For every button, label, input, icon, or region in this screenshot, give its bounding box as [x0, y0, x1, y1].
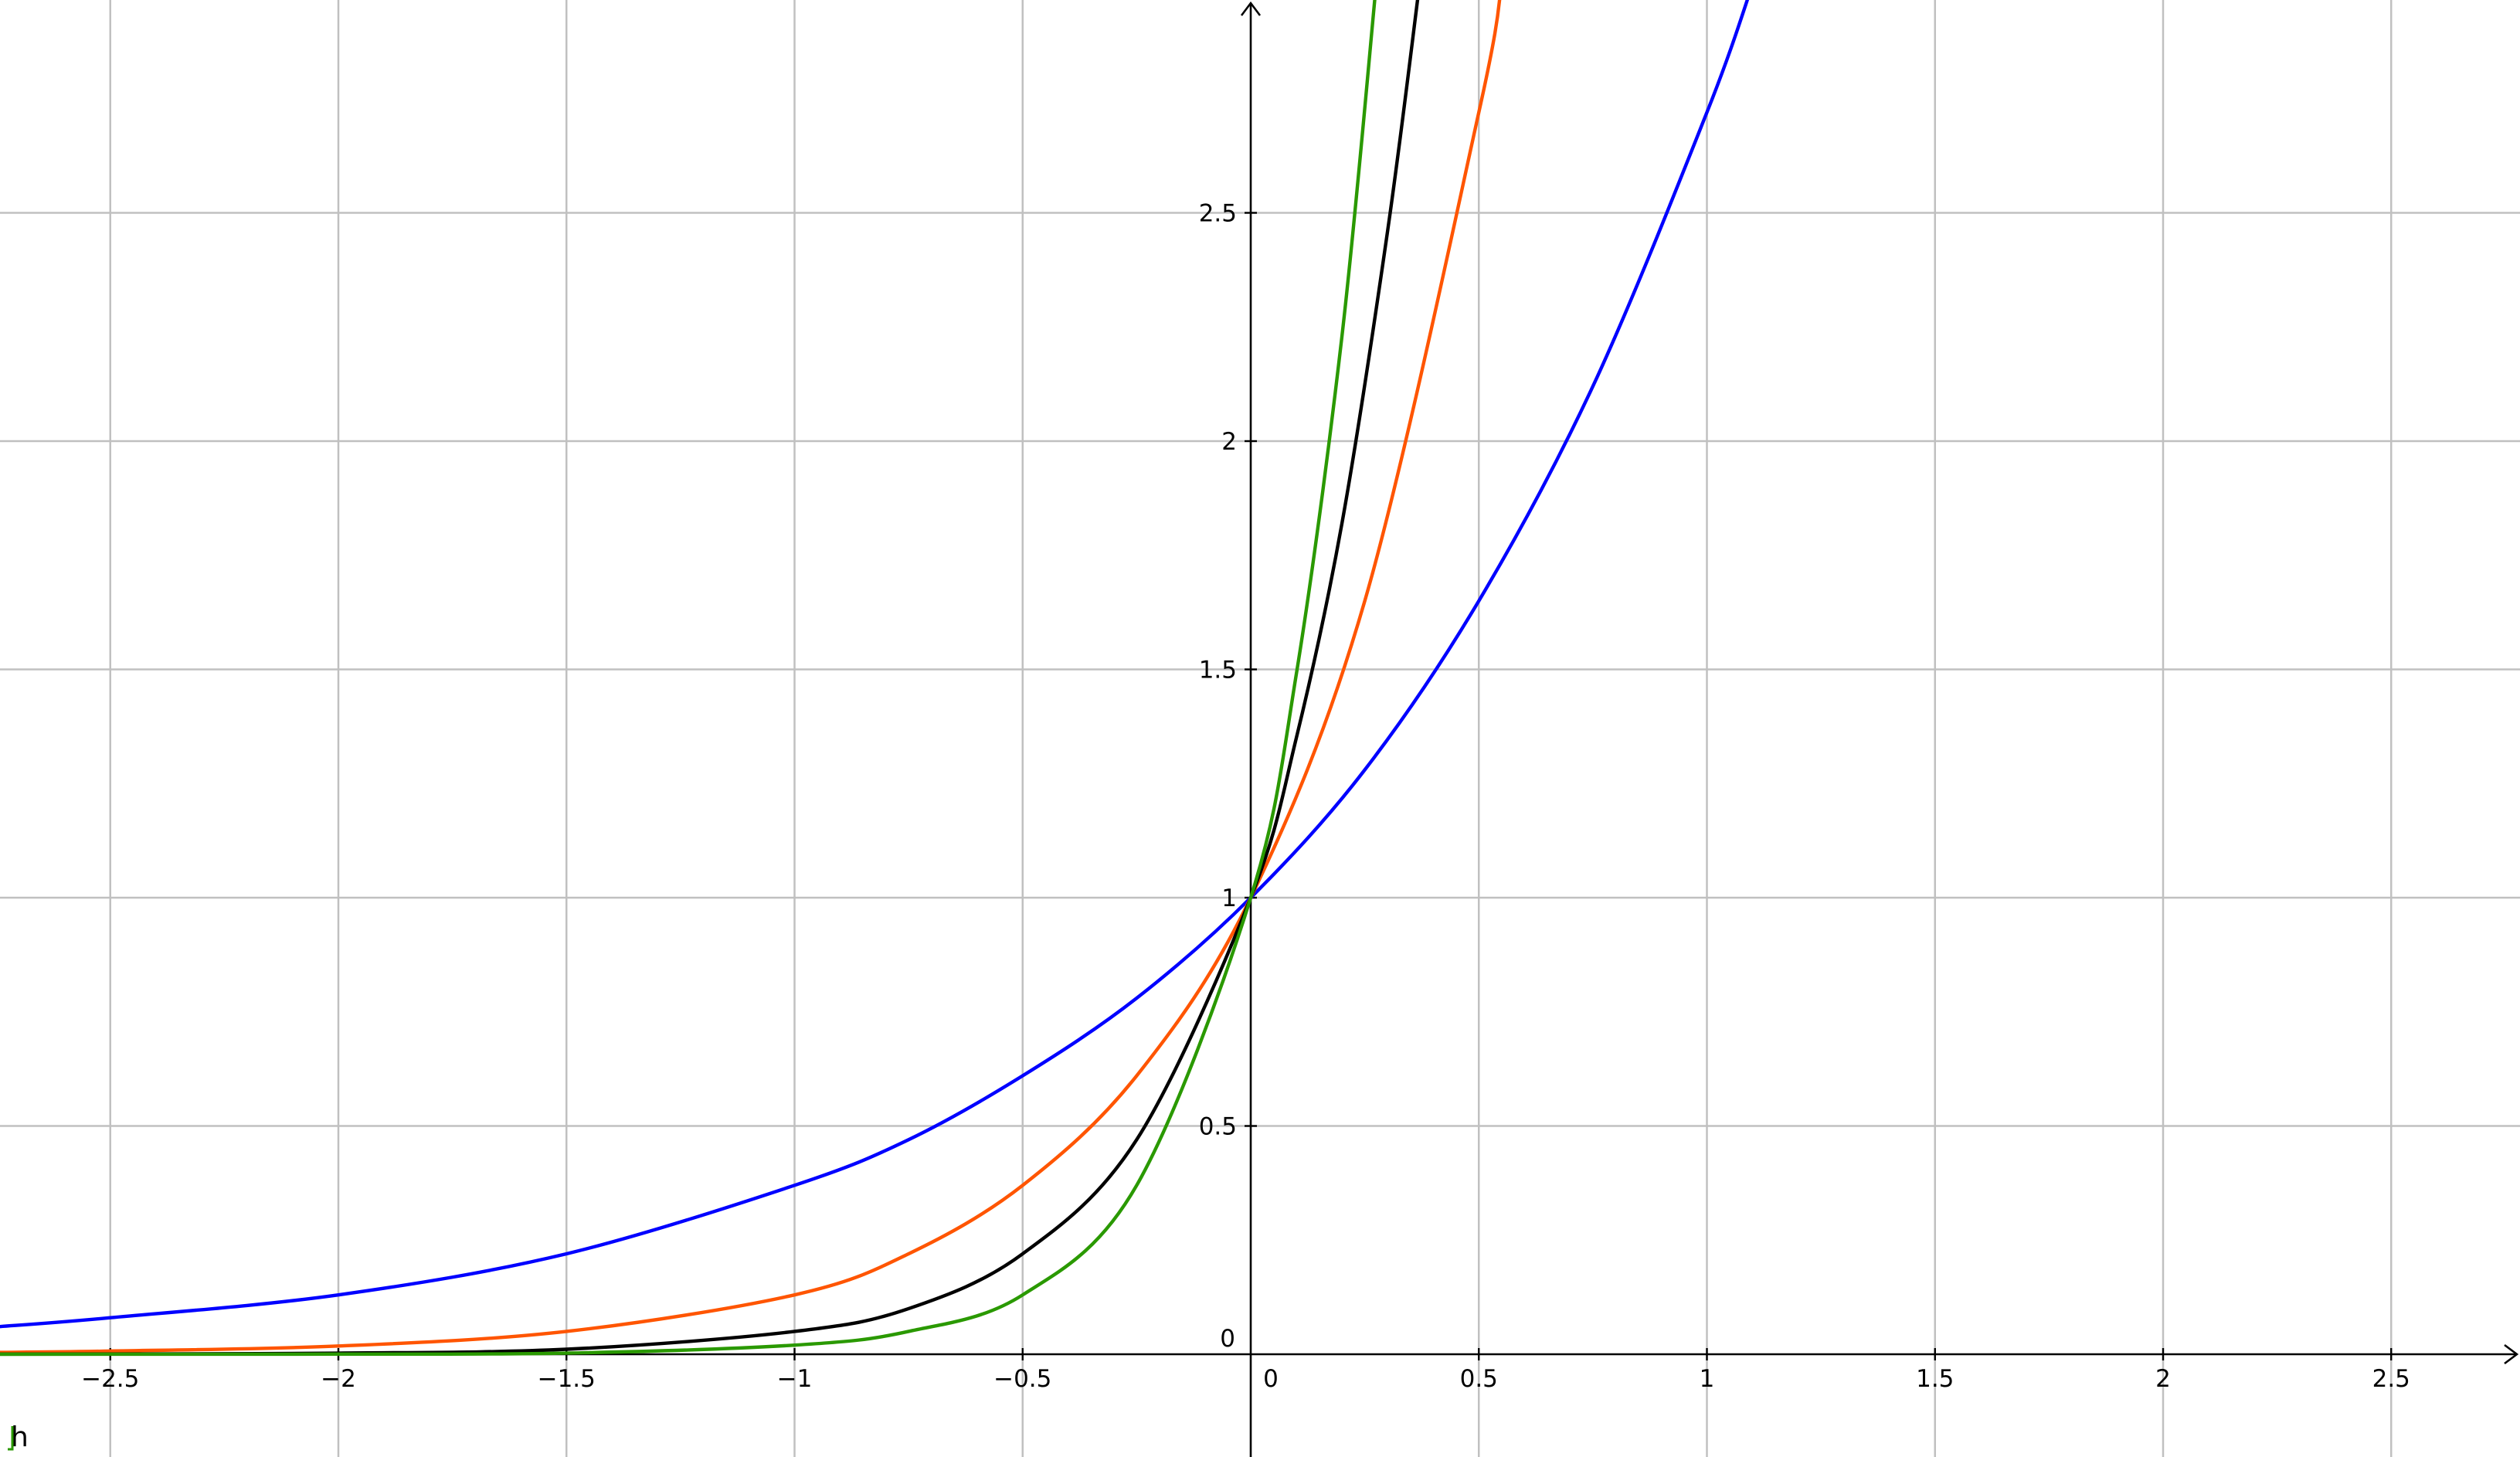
series-line-2: [0, 0, 1502, 1354]
x-tick-label: 0.5: [1460, 1365, 1498, 1393]
x-tick-label: −1: [777, 1365, 813, 1393]
y-tick-label: 2: [1221, 428, 1237, 456]
y-tick-label: 1: [1221, 885, 1237, 912]
x-tick-label: 1: [1700, 1365, 1715, 1393]
origin-y-tick-label: 0: [1220, 1325, 1235, 1353]
y-axis-arrow-icon: [1240, 1, 1262, 16]
series-line-1: [0, 0, 1750, 1329]
corner-label: h: [11, 1421, 29, 1453]
series-curves: [0, 0, 1750, 1357]
y-tick-label: 2.5: [1199, 200, 1237, 228]
y-tick-label: 0.5: [1199, 1113, 1237, 1141]
tick-labels: −2.5 −2 −1.5 −1 −0.5 0.5 1 1.5 2 2.5 0.5 1 1.5 2 2.5: [81, 200, 2410, 1394]
x-tick-label: −1.5: [538, 1365, 596, 1393]
y-tick-label: 1.5: [1199, 657, 1237, 684]
x-axis-arrow-icon: [2504, 1343, 2519, 1365]
x-tick-label: 1.5: [1916, 1365, 1954, 1393]
x-tick-label: −2: [321, 1365, 356, 1393]
x-tick-label: −0.5: [993, 1365, 1051, 1393]
series-line-4: [0, 0, 1377, 1357]
corner-glyph-icon: [8, 1426, 14, 1451]
origin-x-tick-label: 0: [1263, 1365, 1279, 1393]
x-tick-label: 2.5: [2372, 1365, 2410, 1393]
x-tick-label: 2: [2155, 1365, 2171, 1393]
x-tick-label: −2.5: [81, 1365, 139, 1393]
